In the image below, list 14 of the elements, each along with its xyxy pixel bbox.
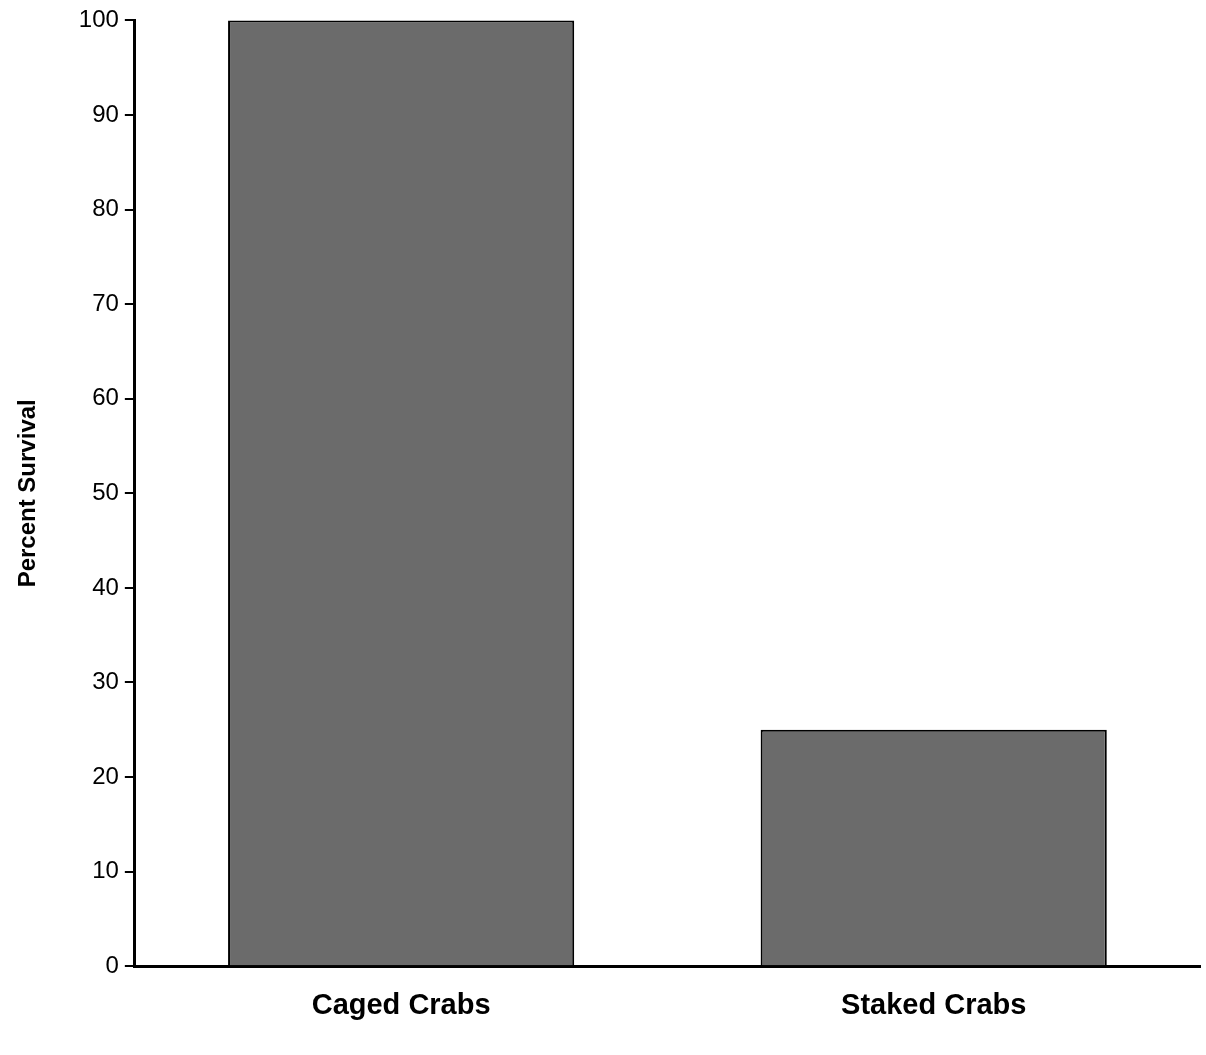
y-tick-label: 90	[92, 99, 119, 127]
y-tick-label: 80	[92, 194, 119, 222]
y-axis-title: Percent Survival	[13, 399, 41, 588]
y-tick-label: 30	[92, 667, 119, 695]
y-tick-label: 10	[92, 856, 119, 884]
y-tick-label: 100	[78, 5, 119, 33]
y-tick-label: 50	[92, 477, 119, 505]
y-tick-label: 40	[92, 572, 119, 600]
y-tick-label: 60	[92, 383, 119, 411]
x-tick-label: Caged Crabs	[311, 987, 491, 1020]
y-tick-label: 70	[92, 288, 119, 316]
y-tick-label: 0	[105, 950, 119, 978]
x-tick-label: Staked Crabs	[841, 987, 1027, 1020]
y-tick-label: 20	[92, 761, 119, 789]
